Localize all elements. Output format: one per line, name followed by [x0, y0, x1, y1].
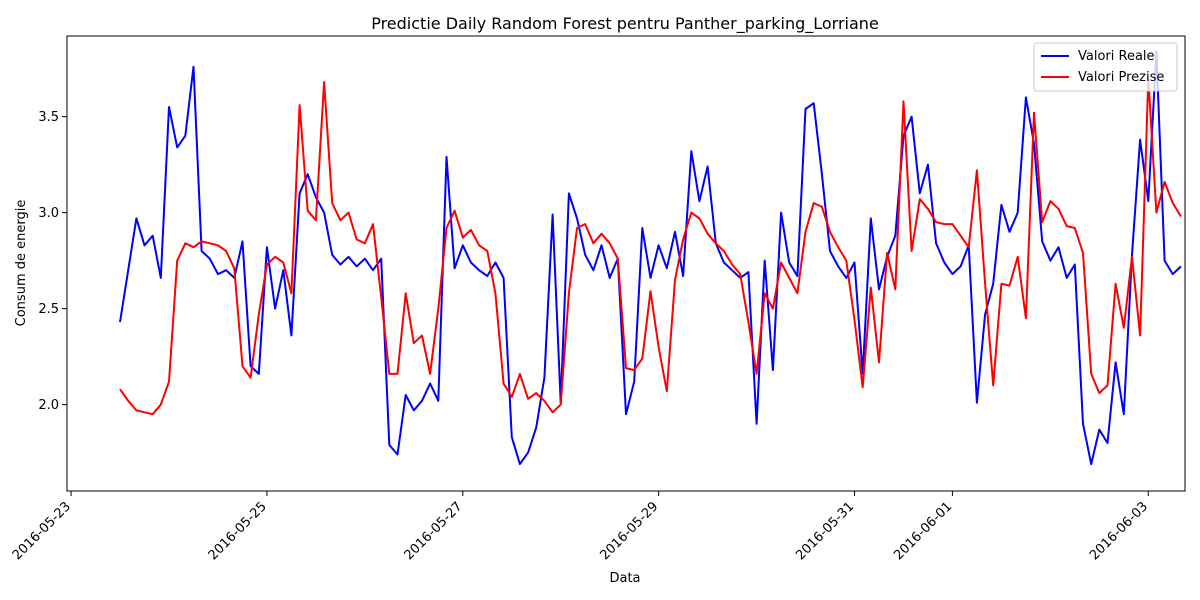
legend-box: [1033, 42, 1178, 92]
legend-label-valori-reale: Valori Reale: [1078, 49, 1155, 64]
series-layer: [119, 50, 1182, 466]
plot-frame: [66, 35, 1186, 492]
y-tick-label: 3.0: [38, 206, 59, 221]
y-axis-ticks: 2.0 2.5 3.0 3.5: [38, 110, 67, 413]
y-tick-label: 2.5: [38, 302, 59, 317]
legend-label-valori-prezise: Valori Prezise: [1078, 70, 1164, 85]
x-axis-title: Data: [609, 571, 640, 586]
y-tick-label: 3.5: [38, 110, 59, 125]
series-line-valori-prezise: [119, 77, 1182, 416]
y-axis-title: Consum de energie: [14, 200, 29, 327]
y-tick-label: 2.0: [38, 398, 59, 413]
chart-title: Predictie Daily Random Forest pentru Pan…: [371, 14, 879, 34]
legend: Valori Reale Valori Prezise: [1033, 42, 1178, 92]
series-line-valori-reale: [119, 50, 1182, 466]
